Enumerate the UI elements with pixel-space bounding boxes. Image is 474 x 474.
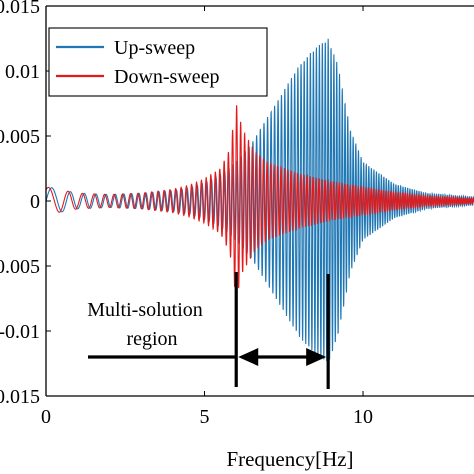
legend: Up-sweep Down-sweep xyxy=(48,27,268,97)
region-arrowhead-left xyxy=(238,348,259,366)
x-tick-label: 0 xyxy=(41,406,51,428)
y-tick-label: 0 xyxy=(30,191,40,213)
y-tick-label: -0.005 xyxy=(0,256,40,278)
annotation-layer: Multi-solution region xyxy=(87,272,330,389)
series-layer xyxy=(45,38,474,362)
legend-entry-label: Down-sweep xyxy=(114,66,220,88)
y-tick-label: -0.01 xyxy=(0,321,40,343)
x-axis-label: Frequency[Hz] xyxy=(226,447,353,471)
region-arrowhead-right xyxy=(306,348,327,366)
series-line-up-sweep xyxy=(45,38,474,362)
y-tick-label: 0.005 xyxy=(0,126,40,148)
y-tick-label: -0.015 xyxy=(0,386,40,408)
y-tick-label: 0.01 xyxy=(5,61,40,83)
region-label-line2: region xyxy=(126,328,177,350)
x-tick-label: 5 xyxy=(200,406,210,428)
legend-box xyxy=(48,27,268,97)
series-line-down-sweep xyxy=(45,105,474,289)
region-label-line1: Multi-solution xyxy=(87,299,203,321)
x-tick-label: 10 xyxy=(353,406,373,428)
y-tick-label: 0.015 xyxy=(0,0,40,18)
legend-entry-label: Up-sweep xyxy=(114,37,195,59)
